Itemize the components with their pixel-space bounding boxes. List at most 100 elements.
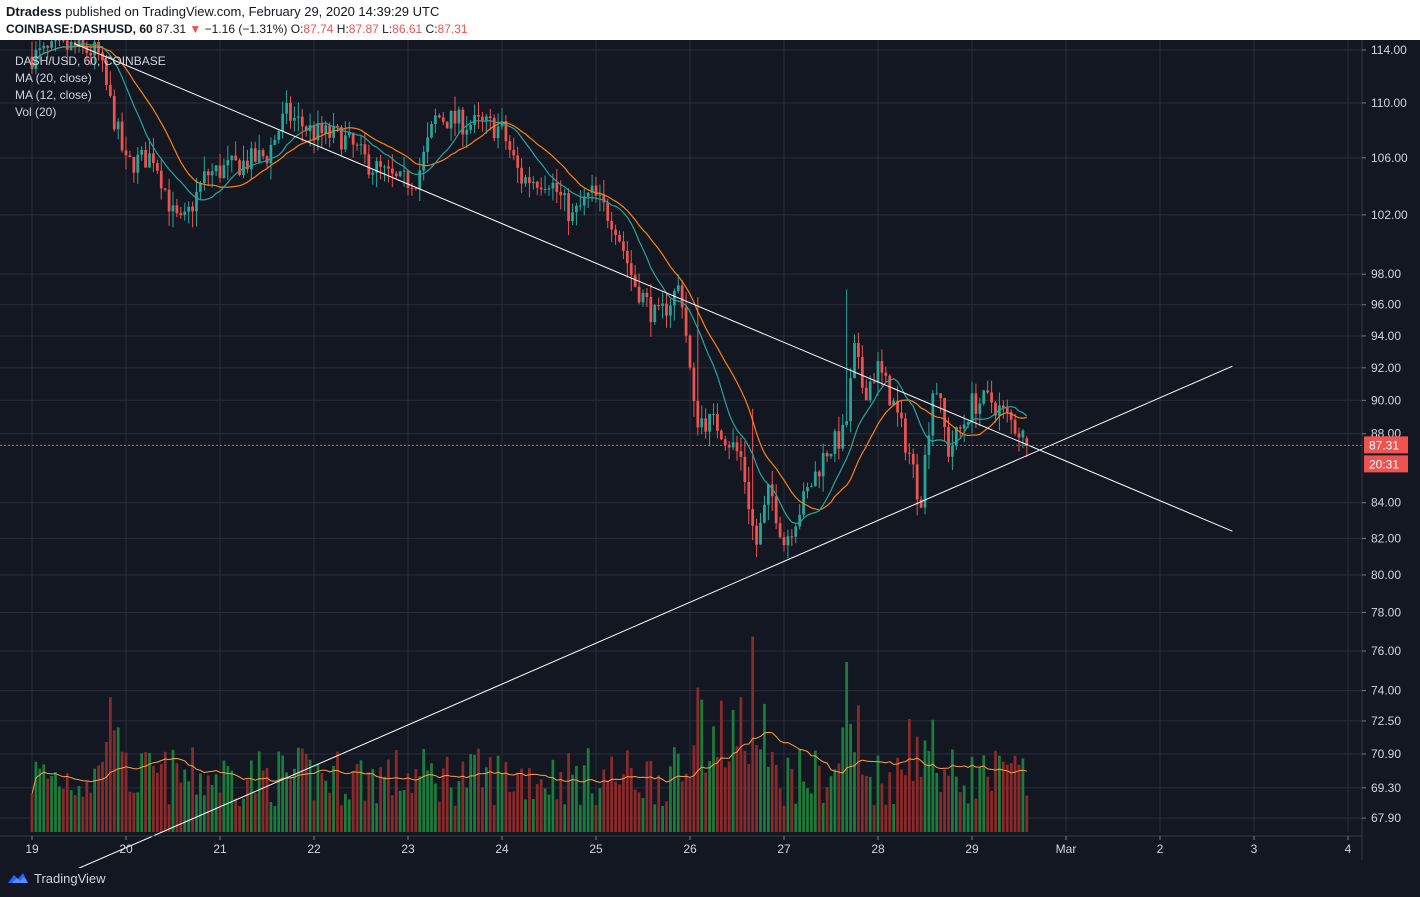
- candle-body: [990, 392, 993, 403]
- candle-body: [778, 523, 782, 538]
- price-chart[interactable]: 114.00 110.00 106.00 102.00 98.00 96.00 94.00 9…: [0, 40, 1420, 868]
- volume-bar: [355, 763, 359, 832]
- candle-body: [312, 125, 316, 141]
- volume-bar: [167, 804, 171, 832]
- volume-bar: [242, 798, 245, 832]
- volume-bar: [892, 804, 896, 832]
- candle-body: [625, 250, 629, 264]
- volume-bar: [582, 765, 586, 832]
- volume-bar: [159, 764, 163, 832]
- volume-bar: [312, 800, 316, 832]
- volume-bar: [81, 796, 85, 832]
- candle-body: [343, 135, 347, 150]
- volume-bar: [273, 806, 277, 832]
- candle-body: [445, 121, 449, 129]
- volume-bar: [449, 787, 453, 832]
- price-tick-label: 80.00: [1371, 568, 1401, 582]
- candle-body: [661, 303, 664, 306]
- candle-body: [140, 149, 144, 155]
- candle-body: [872, 381, 876, 383]
- volume-bar: [872, 805, 876, 832]
- candle-body: [833, 431, 837, 454]
- volume-bar: [516, 772, 520, 832]
- volume-bar: [394, 750, 398, 832]
- candle-body: [265, 156, 269, 164]
- volume-bar: [210, 784, 214, 832]
- price-tick-label: 76.00: [1371, 644, 1401, 658]
- publisher-name[interactable]: Dtradess: [6, 4, 62, 19]
- volume-bar: [414, 769, 418, 832]
- candle-body: [481, 116, 484, 121]
- volume-bar: [120, 751, 124, 832]
- candle-body: [222, 165, 226, 178]
- candle-body: [896, 400, 899, 413]
- candle-body: [112, 95, 116, 130]
- volume-bar: [665, 801, 668, 832]
- time-tick-label: 21: [213, 842, 227, 856]
- volume-bar: [206, 775, 210, 832]
- candle-body: [716, 413, 719, 431]
- candle-body: [316, 123, 320, 141]
- volume-bar: [320, 772, 324, 832]
- volume-bar: [375, 803, 379, 832]
- candle-body: [782, 537, 786, 546]
- volume-bar: [594, 805, 598, 832]
- candle-body: [202, 171, 206, 184]
- volume-bar: [778, 788, 782, 832]
- volume-bar: [657, 775, 661, 832]
- volume-bar: [653, 804, 657, 832]
- candle-body: [1009, 412, 1013, 420]
- candle-body: [939, 393, 943, 399]
- tradingview-logo-icon[interactable]: [6, 870, 30, 886]
- candle-body: [1005, 407, 1009, 413]
- volume-bar: [813, 750, 817, 832]
- low-label: L:: [382, 22, 393, 36]
- candle-body: [704, 418, 708, 432]
- time-tick-label: 22: [307, 842, 321, 856]
- candle-body: [469, 124, 473, 130]
- legend-series[interactable]: DASH/USD, 60, COINBASE: [15, 54, 166, 68]
- price-tick-label: 90.00: [1371, 393, 1401, 407]
- volume-bar: [598, 788, 602, 832]
- volume-bar: [285, 772, 288, 832]
- volume-bar: [116, 727, 120, 832]
- volume-bar: [629, 767, 633, 832]
- candle-body: [54, 40, 57, 42]
- candle-body: [962, 424, 966, 429]
- volume-bar: [547, 794, 551, 832]
- tradingview-brand[interactable]: TradingView: [34, 871, 106, 886]
- legend-vol[interactable]: Vol (20): [15, 105, 57, 119]
- price-tick-label: 84.00: [1371, 496, 1401, 510]
- candle-body: [774, 496, 778, 524]
- candle-body: [755, 525, 758, 545]
- candle-body: [966, 422, 970, 425]
- volume-bar: [340, 805, 343, 832]
- volume-bar: [751, 636, 755, 832]
- candlesticks: [30, 40, 1029, 559]
- candle-body: [806, 487, 809, 492]
- candle-body: [817, 471, 821, 477]
- volume-bar: [723, 767, 727, 832]
- volume-bar: [825, 787, 829, 832]
- volume-bar: [410, 793, 414, 832]
- candle-body: [371, 172, 375, 175]
- volume-bar: [931, 719, 935, 832]
- volume-bar: [888, 772, 892, 832]
- legend-ma20[interactable]: MA (20, close): [15, 71, 92, 85]
- candle-body: [89, 52, 93, 56]
- volume-bar: [1009, 763, 1013, 832]
- volume-bar: [712, 726, 715, 832]
- candle-body: [30, 56, 34, 70]
- volume-bar: [994, 750, 997, 832]
- volume-bar: [1001, 761, 1005, 832]
- volume-bar: [958, 792, 962, 832]
- legend-ma12[interactable]: MA (12, close): [15, 88, 92, 102]
- candle-body: [931, 393, 935, 436]
- candle-body: [751, 509, 755, 526]
- volume-bar: [97, 765, 100, 832]
- candle-body: [892, 400, 896, 406]
- volume-bar: [441, 768, 445, 832]
- candle-body: [907, 452, 911, 454]
- candle-body: [300, 116, 304, 127]
- symbol-name[interactable]: COINBASE:DASHUSD, 60: [6, 22, 153, 36]
